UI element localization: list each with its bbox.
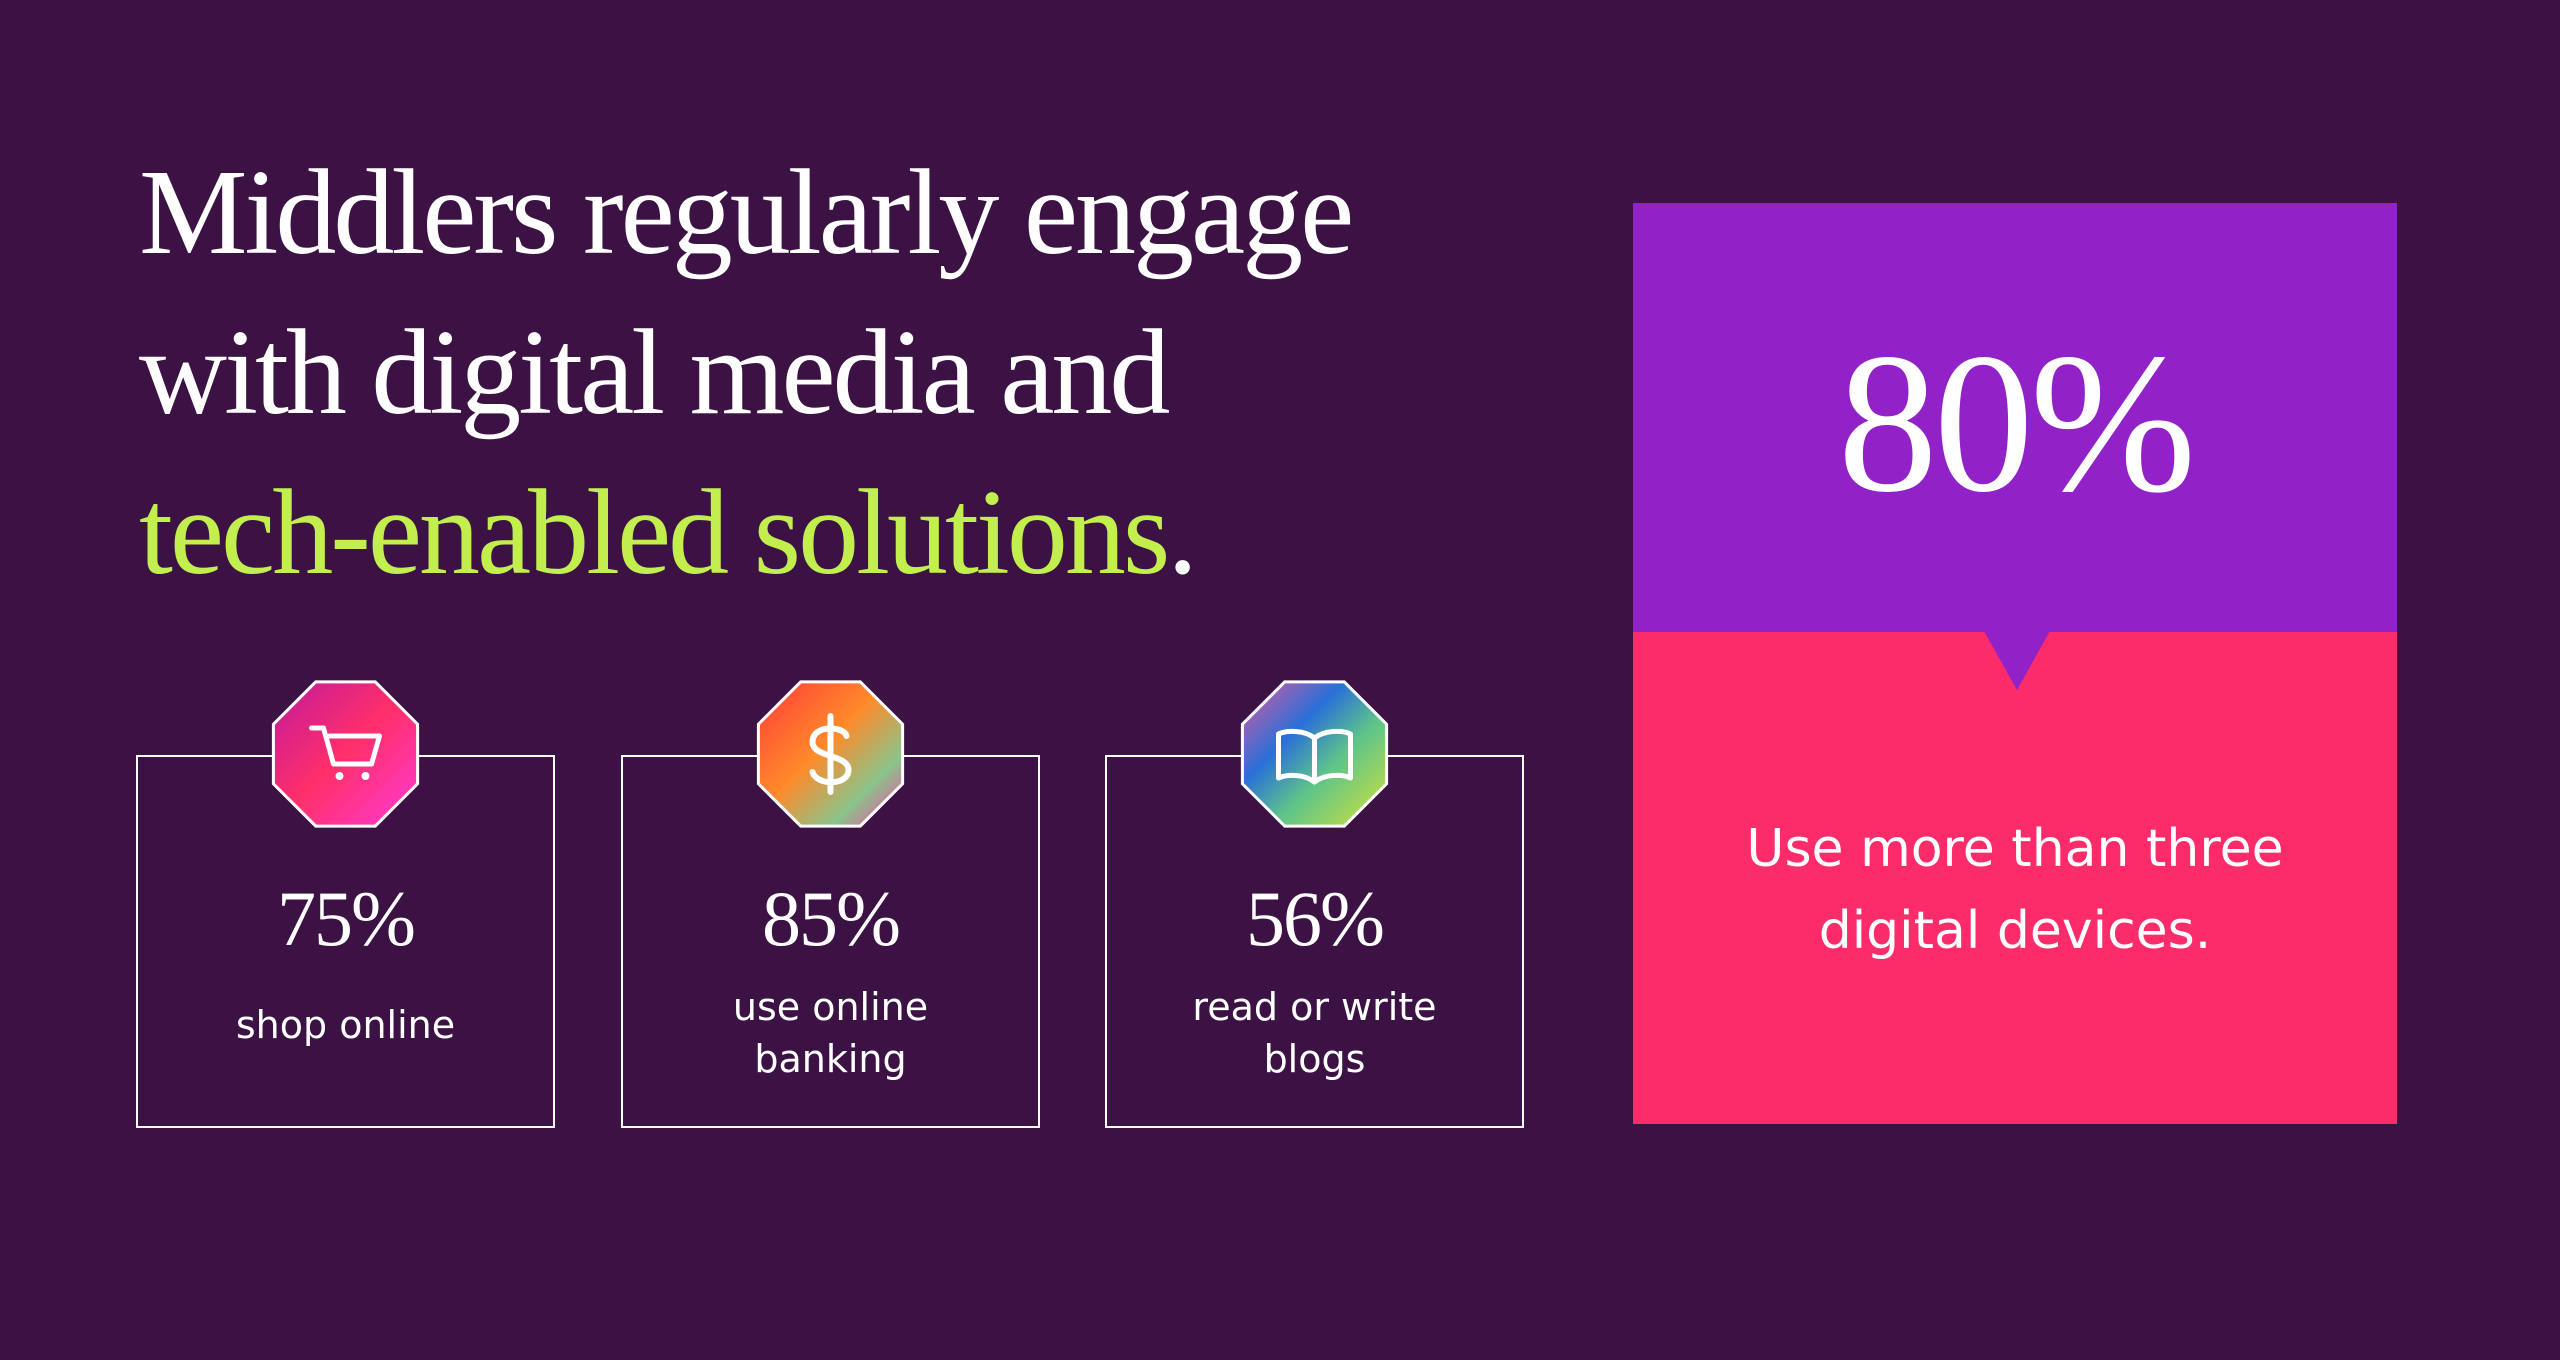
- headline-line: with digital media and: [139, 305, 1169, 440]
- feature-bottom: [1633, 632, 2397, 1124]
- stat-label: read or write: [1192, 985, 1436, 1029]
- icon-shape: [809, 713, 852, 795]
- headline-end: .: [1167, 465, 1195, 600]
- headline-line: tech-enabled solutions.: [139, 465, 1195, 600]
- icon: [309, 725, 382, 780]
- feature-value: 80%: [1838, 313, 2193, 534]
- stat-label: banking: [754, 1037, 906, 1081]
- icon-badge: [271, 680, 420, 828]
- stat-label: shop online: [236, 1003, 455, 1047]
- headline-line: Middlers regularly engage: [139, 145, 1351, 280]
- stat-label: blogs: [1264, 1037, 1366, 1081]
- feature-label: digital devices.: [1819, 901, 2212, 961]
- feature-pointer: [1984, 631, 2050, 690]
- icon-shape: [1276, 728, 1353, 785]
- headline-highlight: tech-enabled solutions: [139, 465, 1167, 600]
- stat-card: 85% use online banking: [621, 680, 1040, 1128]
- stat-label: use online: [733, 985, 928, 1029]
- stat-card: 56% read or write blogs: [1105, 680, 1524, 1128]
- stat-card: 75% shop online: [136, 680, 555, 1128]
- feature-top: [1633, 203, 2397, 633]
- stat-value: 85%: [762, 875, 899, 962]
- stat-value: 56%: [1246, 875, 1383, 962]
- feature-label: Use more than three: [1746, 819, 2283, 879]
- stat-cards: 75% shop online 85% use online banking 56% rea…: [136, 680, 1524, 1128]
- icon-shape: [309, 725, 382, 767]
- icon-shape: [361, 772, 370, 780]
- stat-value: 75%: [277, 875, 414, 962]
- icon: [1276, 728, 1353, 785]
- icon: [809, 713, 852, 795]
- icon-shape: [335, 772, 344, 780]
